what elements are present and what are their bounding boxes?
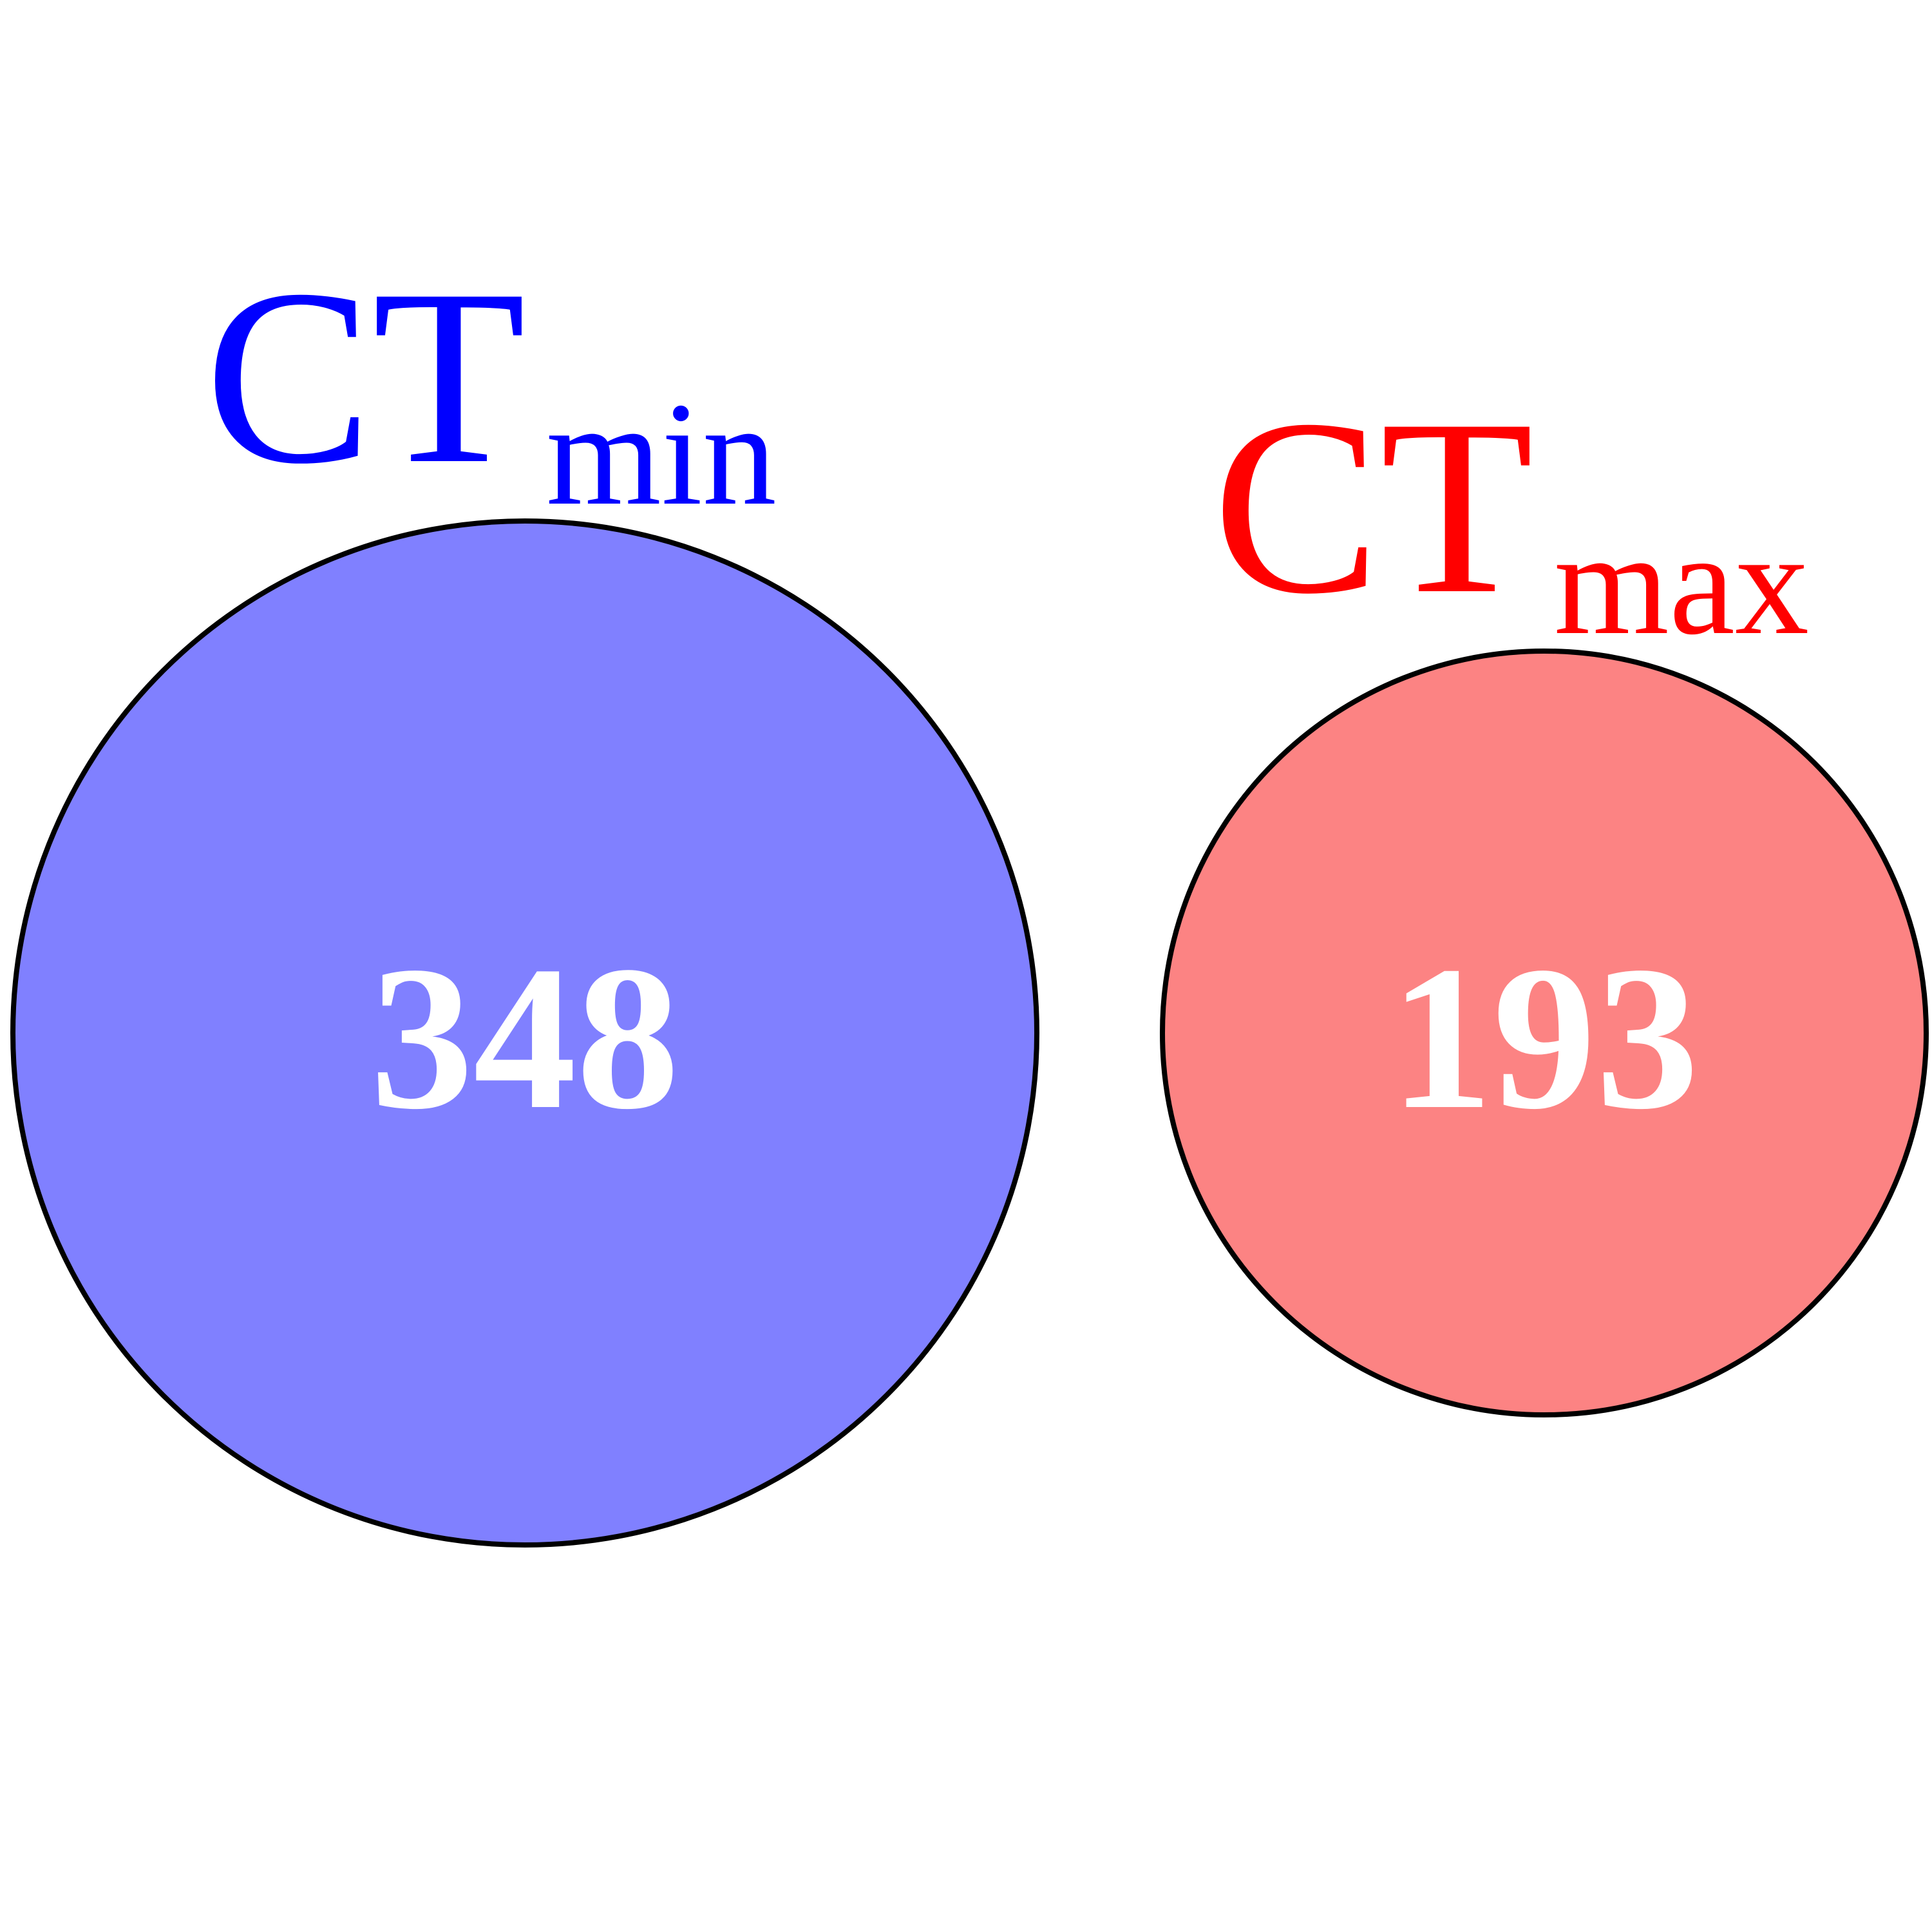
set-ctmin-count: 348: [370, 924, 679, 1152]
set-ctmax-count: 193: [1390, 924, 1699, 1152]
set-ctmin: 348 CT min: [10, 238, 1039, 1548]
set-ctmin-label-main: CT: [205, 238, 526, 516]
set-ctmin-circle: [10, 518, 1039, 1548]
set-ctmax-label-main: CT: [1213, 368, 1533, 646]
set-ctmax-label: CT max: [1213, 368, 1809, 665]
set-ctmin-label: CT min: [205, 238, 777, 536]
set-ctmax-label-sub: max: [1554, 501, 1809, 665]
set-ctmax: 193 CT max: [1160, 368, 1929, 1417]
set-ctmin-label-sub: min: [546, 372, 777, 536]
set-ctmax-circle: [1160, 649, 1929, 1417]
